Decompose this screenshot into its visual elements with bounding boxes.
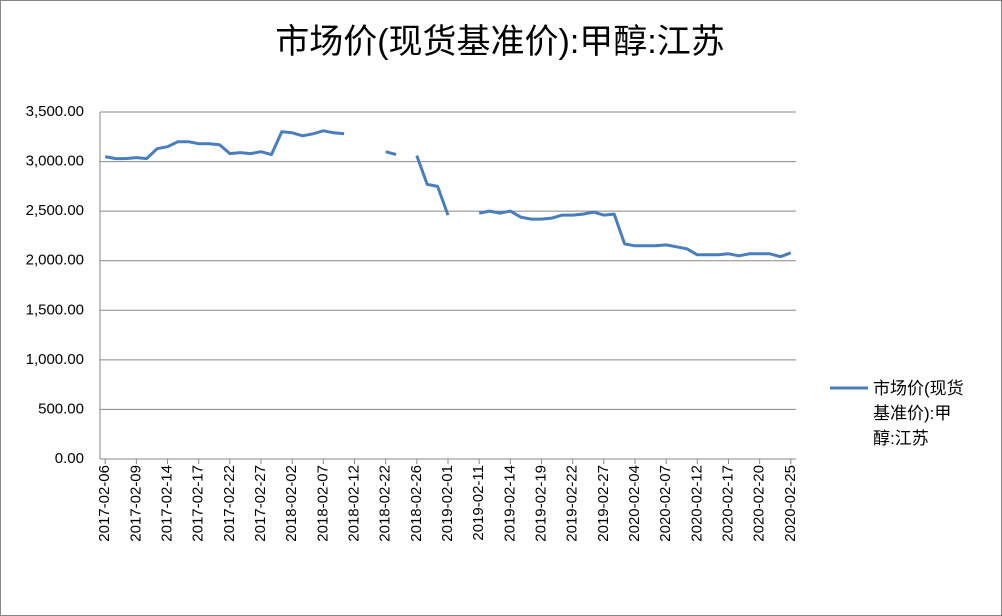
x-tick-label: 2017-02-17 <box>190 465 207 542</box>
x-tick-label: 2018-02-26 <box>408 465 425 542</box>
y-tick-label: 2,000.00 <box>26 252 84 269</box>
x-tick-label: 2019-02-14 <box>501 465 518 542</box>
y-tick-label: 1,000.00 <box>26 351 84 368</box>
x-tick-label: 2020-02-20 <box>751 465 768 542</box>
chart-title: 市场价(现货基准价):甲醇:江苏 <box>275 23 725 61</box>
x-tick-label: 2019-02-27 <box>595 465 612 542</box>
series-line <box>104 129 792 259</box>
y-tick-label: 1,500.00 <box>26 301 84 318</box>
x-tick-label: 2019-02-22 <box>564 465 581 542</box>
y-tick-label: 3,000.00 <box>26 153 84 170</box>
x-tick-label: 2018-02-12 <box>345 465 362 542</box>
x-tick-label: 2017-02-09 <box>127 465 144 542</box>
x-tick-label: 2020-02-12 <box>688 465 705 542</box>
x-tick-label: 2019-02-01 <box>439 465 456 542</box>
y-tick-label: 3,500.00 <box>26 103 84 120</box>
x-tick-label: 2019-02-11 <box>470 465 487 541</box>
x-tick-label: 2020-02-07 <box>657 465 674 542</box>
x-tick-label: 2017-02-14 <box>158 465 175 542</box>
x-tick-label: 2020-02-25 <box>782 465 799 542</box>
x-tick-label: 2017-02-06 <box>96 465 113 542</box>
x-tick-label: 2018-02-02 <box>283 465 300 542</box>
y-tick-label: 500.00 <box>38 400 84 417</box>
x-tick-label: 2017-02-27 <box>252 465 269 542</box>
x-tick-label: 2020-02-04 <box>626 465 643 542</box>
x-tick-label: 2019-02-19 <box>532 465 549 542</box>
y-tick-label: 0.00 <box>55 450 84 467</box>
y-tick-label: 2,500.00 <box>26 202 84 219</box>
x-tick-label: 2018-02-22 <box>377 465 394 542</box>
legend-label: 市场价(现货基准价):甲醇:江苏 <box>873 379 964 448</box>
x-tick-label: 2017-02-22 <box>221 465 238 542</box>
x-tick-label: 2018-02-07 <box>314 465 331 542</box>
x-tick-label: 2020-02-17 <box>719 465 736 542</box>
